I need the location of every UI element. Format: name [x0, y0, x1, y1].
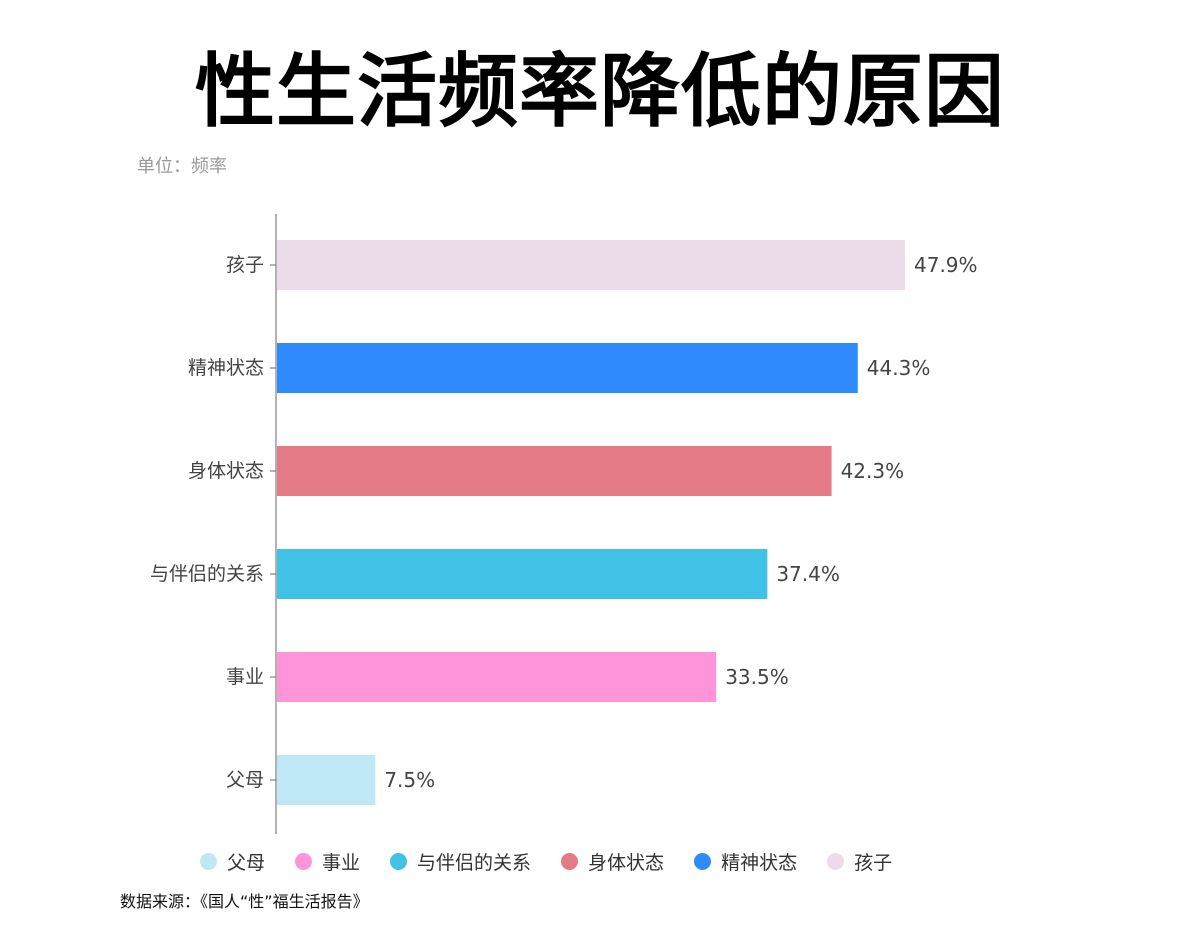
legend-marker [295, 853, 313, 870]
legend-item[interactable]: 孩子 [827, 848, 892, 875]
data-label: 42.3% [841, 459, 905, 483]
category-label: 与伴侣的关系 [150, 563, 264, 585]
legend-label: 事业 [322, 852, 361, 874]
legend-marker [390, 853, 408, 870]
data-label: 47.9% [914, 253, 978, 277]
legend-item[interactable]: 身体状态 [561, 848, 664, 875]
bar-chart: 孩子 47.9% 精神状态 44.3% 身体状态 42.3% 与伴侣的关系 37.4% 事业 33… [150, 214, 978, 834]
legend-label: 与伴侣的关系 [417, 852, 532, 874]
legend-marker [561, 853, 579, 870]
legend-label: 父母 [227, 852, 266, 874]
data-label: 33.5% [725, 665, 789, 689]
category-label: 身体状态 [188, 460, 264, 482]
unit-label: 单位：频率 [137, 156, 227, 177]
bar [277, 549, 768, 599]
legend-item[interactable]: 与伴侣的关系 [390, 848, 531, 875]
bar [277, 652, 717, 702]
bar [277, 343, 858, 393]
chart-legend: 父母 事业 与伴侣的关系 身体状态 精神状态 孩子 [200, 848, 922, 875]
legend-marker [694, 853, 712, 870]
legend-marker [827, 853, 845, 870]
legend-label: 精神状态 [721, 852, 798, 874]
data-label: 37.4% [776, 562, 840, 586]
bar [277, 755, 376, 805]
category-label: 事业 [226, 666, 264, 688]
bar [277, 446, 832, 496]
legend-label: 身体状态 [588, 852, 665, 874]
bar [277, 240, 905, 290]
category-label: 精神状态 [188, 357, 264, 379]
legend-marker [200, 853, 217, 870]
category-label: 孩子 [226, 254, 264, 276]
chart-title: 性生活频率降低的原因 [195, 45, 1005, 138]
legend-item[interactable]: 精神状态 [694, 848, 797, 875]
legend-item[interactable]: 事业 [295, 848, 360, 875]
legend-label: 孩子 [854, 852, 893, 874]
category-label: 父母 [226, 769, 264, 791]
data-label: 44.3% [867, 356, 931, 380]
data-source: 数据来源：《国人“性”福生活报告》 [120, 892, 369, 911]
data-label: 7.5% [384, 768, 435, 792]
legend-item[interactable]: 父母 [200, 848, 265, 875]
